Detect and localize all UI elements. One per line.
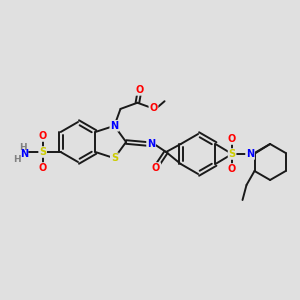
Text: S: S bbox=[111, 153, 118, 163]
Text: O: O bbox=[39, 163, 47, 173]
Text: S: S bbox=[229, 149, 236, 159]
Text: O: O bbox=[228, 164, 236, 174]
Text: H: H bbox=[13, 155, 20, 164]
Text: N: N bbox=[110, 121, 118, 131]
Text: O: O bbox=[228, 134, 236, 144]
Text: O: O bbox=[152, 163, 160, 173]
Text: H: H bbox=[19, 142, 26, 152]
Text: S: S bbox=[39, 147, 46, 157]
Text: O: O bbox=[135, 85, 143, 95]
Text: N: N bbox=[246, 149, 254, 159]
Text: N: N bbox=[21, 149, 29, 159]
Text: O: O bbox=[149, 103, 158, 113]
Text: N: N bbox=[147, 139, 155, 149]
Text: O: O bbox=[39, 131, 47, 141]
